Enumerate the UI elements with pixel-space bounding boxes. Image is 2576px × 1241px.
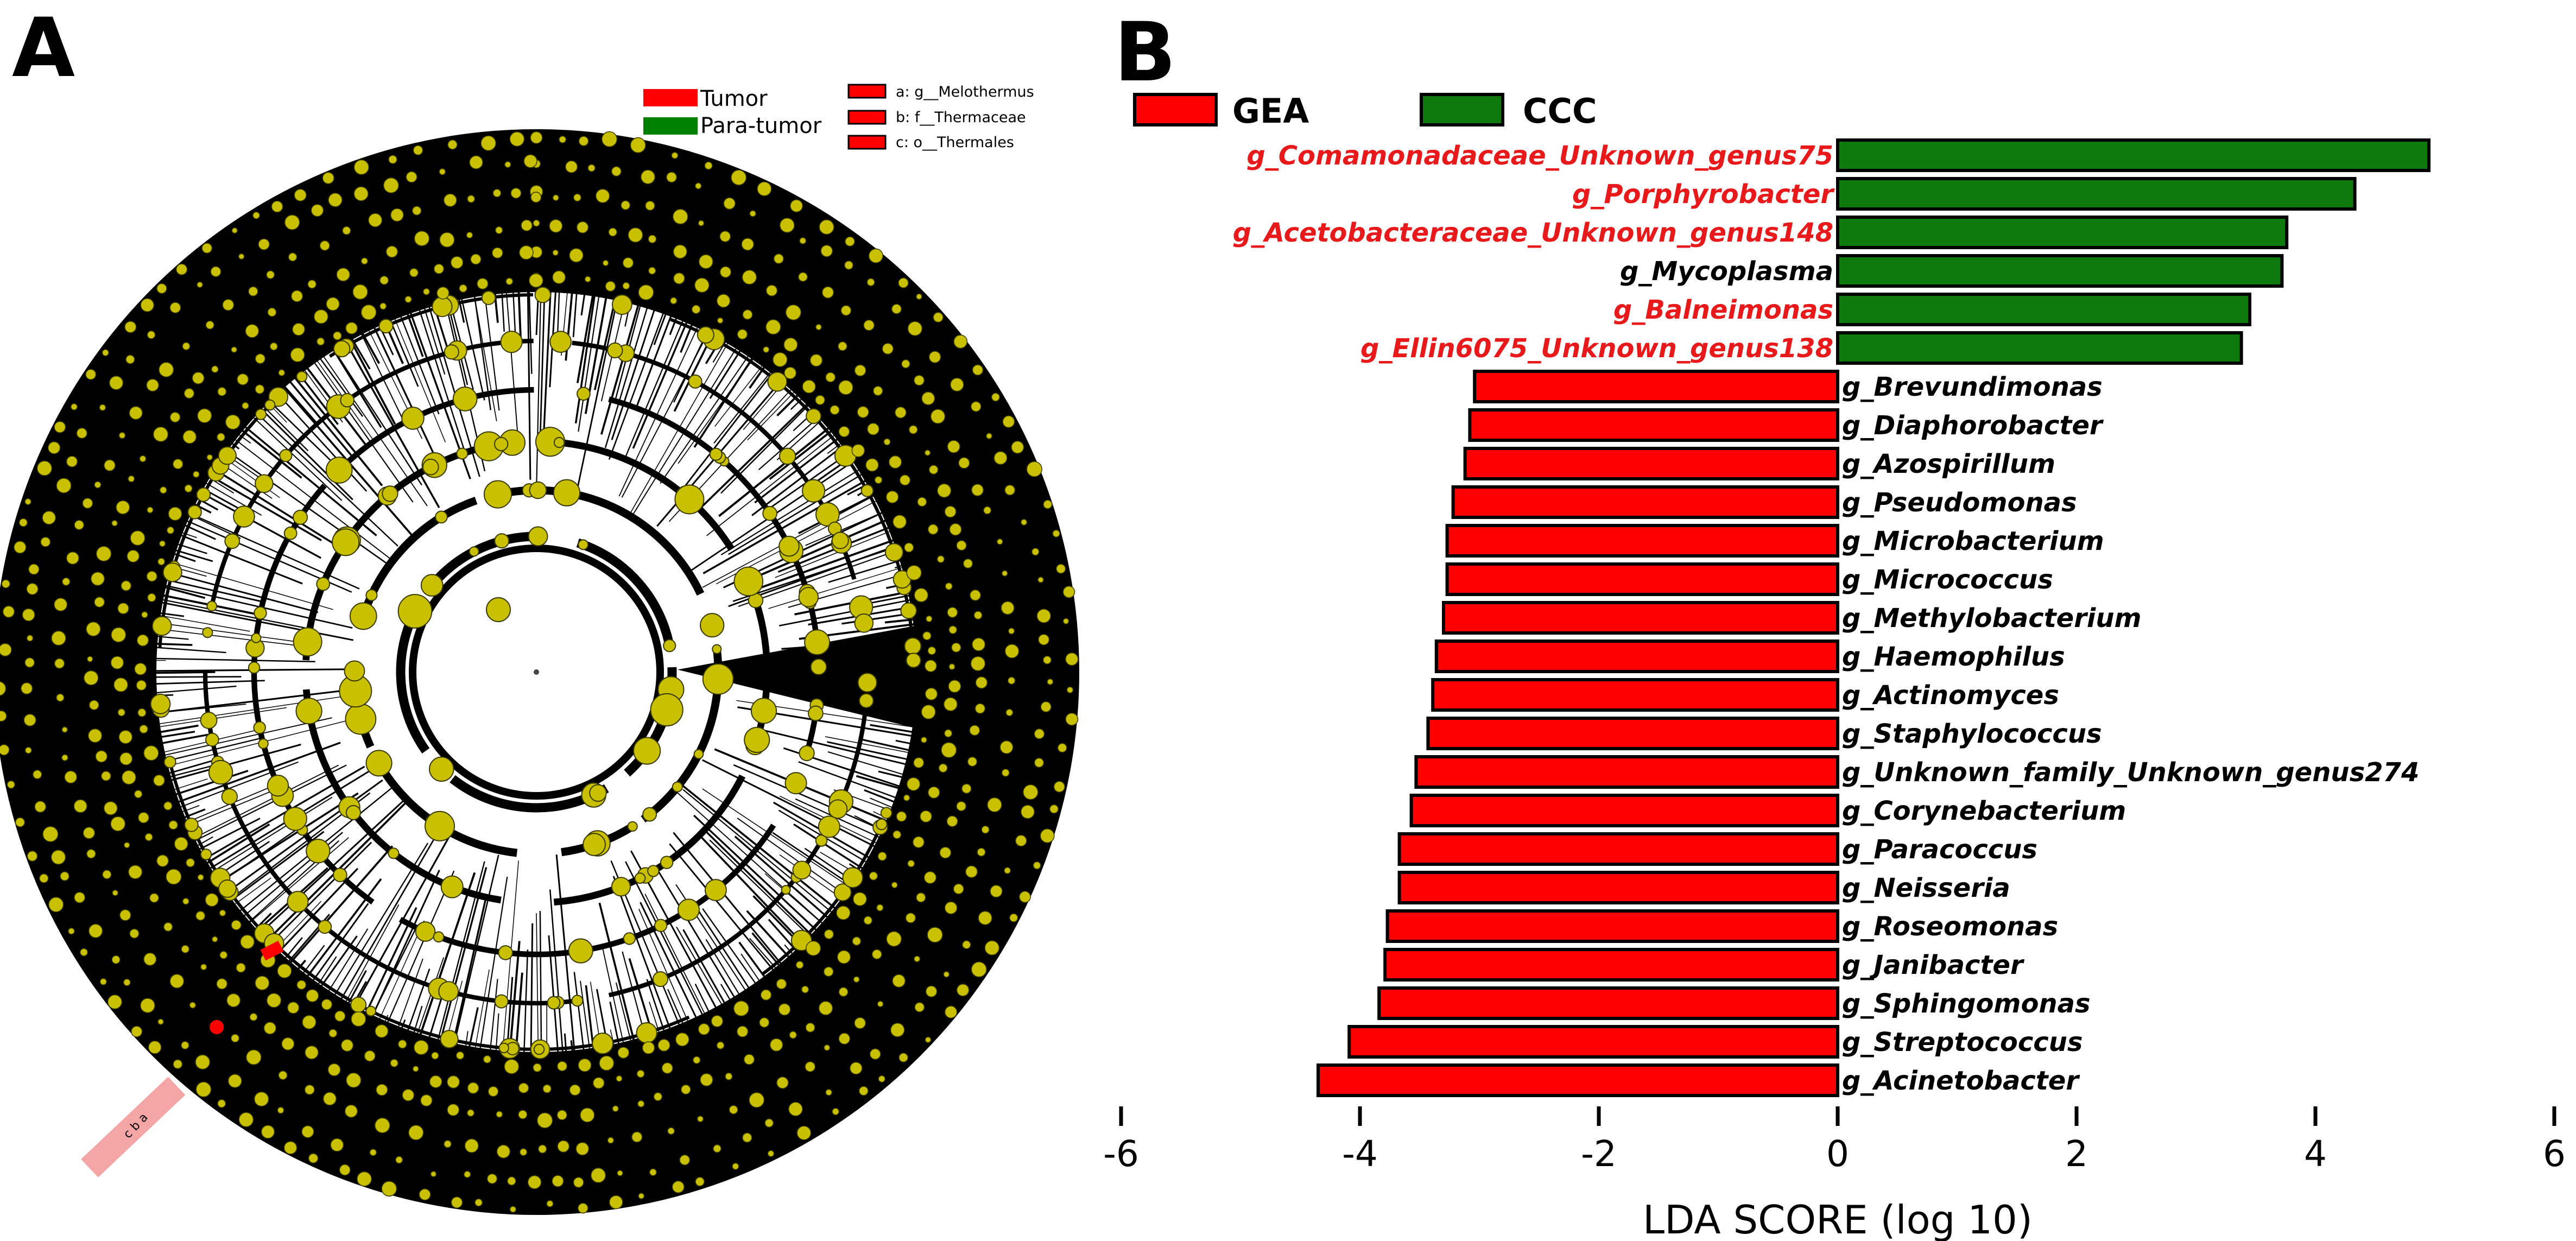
bar-labels: g_Comamonadaceae_Unknown_genus75 g_Porphy… (1233, 141, 2420, 1096)
key-label-c: c: o__Thermales (896, 134, 1014, 151)
legend-swatch-para-tumor (643, 117, 698, 135)
legend-label-gea: GEA (1232, 91, 1309, 131)
bar-label: g_Roseomonas (1842, 911, 2058, 942)
legend-label-ccc: CCC (1523, 91, 1597, 131)
key-swatch-c (847, 135, 887, 150)
bar-label: g_Neisseria (1842, 873, 2010, 903)
bar-g-actinomyces (1431, 678, 1839, 712)
bar-g-ellin6075-unknown-genus138 (1836, 331, 2243, 365)
x-tick-label: 4 (2304, 1133, 2327, 1175)
bar-g-azospirillum (1463, 447, 1840, 480)
bar-g-diaphorobacter (1468, 408, 1839, 442)
bar-label: g_Corynebacterium (1842, 796, 2126, 826)
bar-label: g_Brevundimonas (1842, 372, 2103, 402)
bar-label: g_Microbacterium (1842, 526, 2104, 556)
bar-g-methylobacterium (1442, 601, 1839, 635)
cladogram-highlight-band (81, 1077, 186, 1177)
cladogram-legend: Tumor Para-tumor a: g__Melothermus b: f_… (643, 84, 1034, 151)
key-label-b: b: f__Thermaceae (896, 109, 1026, 126)
bar-g-micrococcus (1445, 562, 1840, 596)
cladogram: c b a (0, 129, 1079, 1215)
bar-label: g_Azospirillum (1842, 449, 2055, 479)
bar-series (1317, 138, 2431, 1097)
cladogram-root (534, 669, 539, 675)
x-tick-label: -4 (1342, 1133, 1378, 1175)
bar-g-acetobacteraceae-unknown-genus148 (1836, 216, 2289, 249)
bar-label: g_Diaphorobacter (1842, 410, 2104, 441)
bar-g-roseomonas (1385, 909, 1840, 943)
key-swatch-b (847, 110, 887, 125)
bar-g-janibacter (1383, 948, 1839, 982)
bar-label: g_Comamonadaceae_Unknown_genus75 (1246, 141, 1833, 171)
x-tick-label: 0 (1826, 1133, 1849, 1175)
key-label-a: a: g__Melothermus (896, 84, 1034, 100)
bar-label: g_Balneimonas (1613, 295, 1833, 325)
bar-g-staphylococcus (1426, 717, 1839, 750)
bar-g-sphingomonas (1377, 986, 1839, 1020)
bar-label: g_Methylobacterium (1842, 603, 2142, 634)
bar-label: g_Ellin6075_Unknown_genus138 (1360, 333, 1833, 364)
bar-g-paracoccus (1397, 832, 1840, 866)
bar-g-comamonadaceae-unknown-genus75 (1836, 138, 2431, 172)
bar-g-brevundimonas (1473, 370, 1839, 403)
bar-label: g_Porphyrobacter (1572, 179, 1835, 210)
bar-label: g_Micrococcus (1842, 565, 2053, 595)
panel-letter-a: A (12, 1, 75, 96)
legend-label-para-tumor: Para-tumor (700, 113, 822, 138)
bar-label: g_Mycoplasma (1620, 256, 1833, 287)
x-tick-label: -6 (1103, 1133, 1139, 1175)
bar-label: g_Streptococcus (1842, 1027, 2083, 1058)
x-axis-label: LDA SCORE (log 10) (1643, 1197, 2033, 1241)
bar-g-porphyrobacter (1836, 177, 2357, 211)
bar-label: g_Sphingomonas (1842, 989, 2091, 1019)
bar-g-corynebacterium (1409, 794, 1840, 827)
bar-label: g_Acinetobacter (1842, 1066, 2080, 1096)
panel-letter-b: B (1114, 5, 1176, 100)
bar-label: g_Paracoccus (1842, 834, 2037, 865)
panel-a: A c b a Tumor Para-tumor a: g__Melotherm… (0, 1, 1079, 1215)
bar-g-microbacterium (1445, 524, 1840, 558)
cladogram-nodes (0, 131, 1079, 1214)
legend-label-tumor: Tumor (700, 86, 768, 111)
x-axis: -6 -4 -2 0 2 4 6 (1103, 1106, 2566, 1175)
x-tick-label: 6 (2543, 1133, 2566, 1175)
bar-g-haemophilus (1434, 640, 1840, 673)
cladogram-spokes (0, 135, 1074, 1210)
bar-g-mycoplasma (1836, 254, 2284, 288)
bar-g-acinetobacter (1317, 1063, 1839, 1097)
x-tick-label: 2 (2065, 1133, 2088, 1175)
bar-label: g_Acetobacteraceae_Unknown_genus148 (1233, 218, 1833, 248)
bar-label: g_Pseudomonas (1842, 487, 2077, 518)
bar-g-streptococcus (1347, 1025, 1839, 1059)
bar-label: g_Janibacter (1842, 950, 2025, 980)
bar-label: g_Actinomyces (1842, 680, 2059, 711)
lda-legend: GEA CCC (1133, 91, 1597, 131)
bar-label: g_Unknown_family_Unknown_genus274 (1842, 757, 2419, 788)
legend-swatch-gea (1133, 93, 1218, 126)
bar-g-pseudomonas (1451, 485, 1840, 519)
legend-swatch-ccc (1420, 93, 1504, 126)
panel-b: B GEA CCC g_Comamonadaceae_Unknown_genus… (1103, 5, 2566, 1241)
key-swatch-a (847, 84, 887, 99)
bar-g-balneimonas (1836, 293, 2251, 326)
bar-label: g_Staphylococcus (1842, 719, 2102, 749)
x-tick-label: -2 (1581, 1133, 1617, 1175)
bar-g-unknown-family-unknown-genus274 (1414, 755, 1839, 789)
bar-g-neisseria (1397, 871, 1840, 904)
bar-label: g_Haemophilus (1842, 642, 2065, 672)
legend-swatch-tumor (643, 89, 698, 106)
